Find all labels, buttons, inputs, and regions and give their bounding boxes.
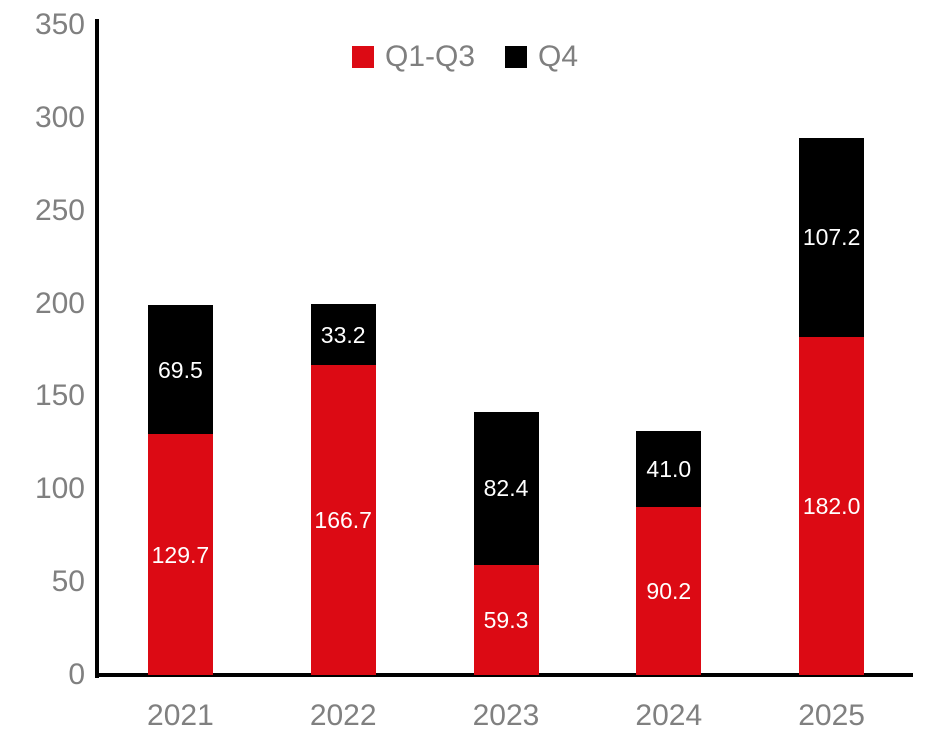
- data-label-2022-q1-q3: 166.7: [314, 507, 372, 534]
- y-tick-label-350: 350: [34, 8, 85, 41]
- y-tick-label-200: 200: [34, 286, 85, 320]
- chart-legend: Q1-Q3 Q4: [352, 41, 578, 73]
- y-axis-line: [95, 19, 99, 678]
- data-label-2021-q4: 69.5: [158, 356, 203, 383]
- y-tick-label-150: 150: [34, 379, 85, 413]
- bar-2025-q1-q3-segment: [799, 337, 865, 675]
- data-label-2023-q4: 82.4: [483, 475, 529, 502]
- legend-item-q4: Q4: [505, 41, 578, 73]
- data-label-2024-q4: 41.0: [646, 456, 692, 483]
- bar-2021-q4-segment: [147, 305, 213, 435]
- legend-item-q1-q3: Q1-Q3: [352, 41, 475, 73]
- data-label-2021-q1-q3: 129.7: [151, 541, 210, 568]
- bar-2022-q4-segment: [310, 303, 376, 366]
- y-tick-label-300: 300: [34, 100, 85, 134]
- bar-2022-q1-q3-segment: [310, 365, 376, 675]
- data-label-2022-q4: 33.2: [320, 321, 366, 348]
- data-label-2023-q1-q3: 59.3: [483, 606, 529, 633]
- bar-2025-q4-segment: [799, 137, 865, 337]
- bar-2023-q1-q3-segment: [473, 564, 539, 675]
- legend-label-q1-q3: Q1-Q3: [385, 40, 476, 73]
- x-axis-label-2023: 2023: [472, 699, 540, 732]
- data-label-2024-q1-q3: 90.2: [646, 578, 692, 605]
- data-label-2025-q1-q3: 182.0: [802, 493, 861, 519]
- y-tick-label-250: 250: [34, 193, 85, 227]
- bar-2023-q4-segment: [473, 411, 539, 565]
- y-tick-label-100: 100: [34, 472, 85, 506]
- x-axis-line: [95, 673, 913, 677]
- legend-swatch-q1-q3: [352, 46, 374, 68]
- y-tick-label-0: 0: [68, 658, 85, 691]
- bar-2021-q1-q3-segment: [147, 434, 213, 675]
- data-label-2025-q4: 107.2: [802, 224, 861, 251]
- x-axis-label-2021: 2021: [147, 699, 214, 732]
- legend-swatch-q4: [505, 46, 528, 68]
- x-axis-label-2025: 2025: [798, 699, 865, 732]
- bar-2024-q4-segment: [636, 431, 702, 508]
- y-tick-label-50: 50: [51, 565, 85, 599]
- x-axis-label-2024: 2024: [635, 699, 703, 732]
- bar-2024-q1-q3-segment: [636, 507, 702, 675]
- legend-label-q4: Q4: [538, 40, 579, 73]
- x-axis-label-2022: 2022: [309, 699, 377, 732]
